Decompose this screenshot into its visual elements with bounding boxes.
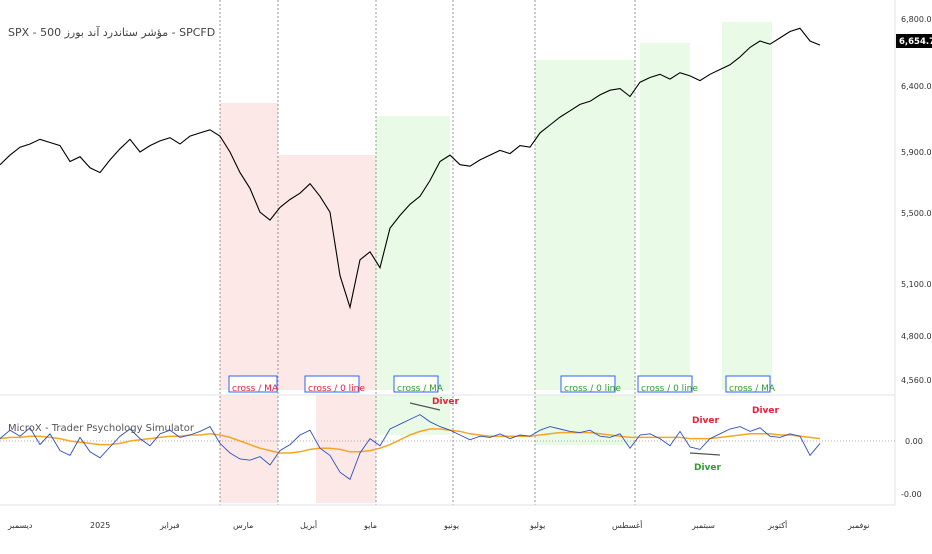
y-tick-label: 4,800.00	[901, 332, 932, 341]
last-price-box	[896, 34, 932, 48]
oscillator-title: MicroX - Trader Psychology Simulator	[8, 423, 195, 434]
x-tick-label: 2025	[90, 521, 110, 530]
separators	[219, 0, 636, 505]
x-tick-label: مارس	[233, 521, 253, 530]
y-tick-label: 5,900.00	[901, 148, 932, 157]
annotations: cross / MA cross / 0 line cross / MA cro…	[228, 375, 776, 394]
x-tick-label: أكتوبر	[767, 520, 787, 530]
y-tick-label: 5,500.00	[901, 209, 932, 218]
last-price-label: 6,654.71	[899, 37, 932, 47]
oscillator-series-line	[0, 414, 821, 481]
x-ticks: ديسمبر 2025 فبراير مارس أبريل مايو يونيو…	[7, 520, 870, 530]
divergence-line	[409, 402, 441, 411]
annotation-label: cross / 0 line	[641, 384, 698, 394]
x-tick-label: يوليو	[529, 521, 545, 530]
osc-green-zone-2	[535, 395, 635, 445]
osc-y-tick-label: 0.00	[905, 437, 923, 446]
last-price-badge: 6,654.71	[896, 34, 932, 48]
green-zone-1	[376, 116, 450, 390]
price-series-line	[0, 27, 821, 310]
divergence-label: Diver	[692, 416, 720, 426]
chart-title: SPX - مؤشر ستاندرد آند بورز 500 - SPCFD	[8, 25, 215, 39]
annotation-label: cross / 0 line	[308, 384, 365, 394]
annotation-box	[228, 375, 278, 393]
red-zone-1	[220, 103, 278, 390]
y-tick-label: 5,100.00	[901, 280, 932, 289]
red-zone-2	[278, 155, 376, 390]
green-zone-3	[640, 43, 690, 390]
y-tick-label: 4,560.00	[901, 376, 932, 385]
x-tick-label: أبريل	[300, 520, 317, 530]
divergence-label: Diver	[432, 397, 460, 407]
x-tick-label: يونيو	[443, 521, 459, 530]
annotation-box	[560, 375, 616, 393]
green-zone-4	[722, 22, 772, 390]
zones	[220, 22, 772, 503]
x-tick-label: أغسطس	[612, 520, 642, 530]
annotation-label: cross / MA	[397, 384, 444, 394]
x-tick-label: ديسمبر	[7, 521, 33, 530]
divergence-label: Diver	[752, 406, 780, 416]
y-tick-label: 6,800.00	[901, 15, 932, 24]
ma-series-line	[0, 428, 821, 454]
annotation-box	[393, 375, 439, 393]
annotation-box	[304, 375, 360, 393]
x-tick-label: فبراير	[159, 521, 180, 530]
divergence-label: Diver	[694, 463, 722, 473]
osc-red-zone-2	[316, 395, 376, 503]
x-tick-label: مايو	[363, 521, 377, 530]
x-tick-label: نوفمبر	[847, 521, 870, 530]
divergence-line	[689, 452, 721, 456]
osc-red-zone-1	[220, 395, 278, 503]
annotation-label: cross / MA	[232, 384, 279, 394]
divergences: Diver Diver Diver Diver	[409, 397, 780, 473]
annotation-box	[637, 375, 693, 393]
annotation-label: cross / MA	[729, 384, 776, 394]
annotation-box	[725, 375, 771, 393]
green-zone-2	[535, 60, 635, 390]
x-tick-label: سبتمبر	[691, 521, 715, 530]
annotation-label: cross / 0 line	[564, 384, 621, 394]
y-tick-label: 6,400.00	[901, 82, 932, 91]
y-ticks: 6,800.00 6,400.00 5,900.00 5,500.00 5,10…	[901, 15, 932, 499]
osc-y-tick-label: -0.00	[901, 490, 922, 499]
